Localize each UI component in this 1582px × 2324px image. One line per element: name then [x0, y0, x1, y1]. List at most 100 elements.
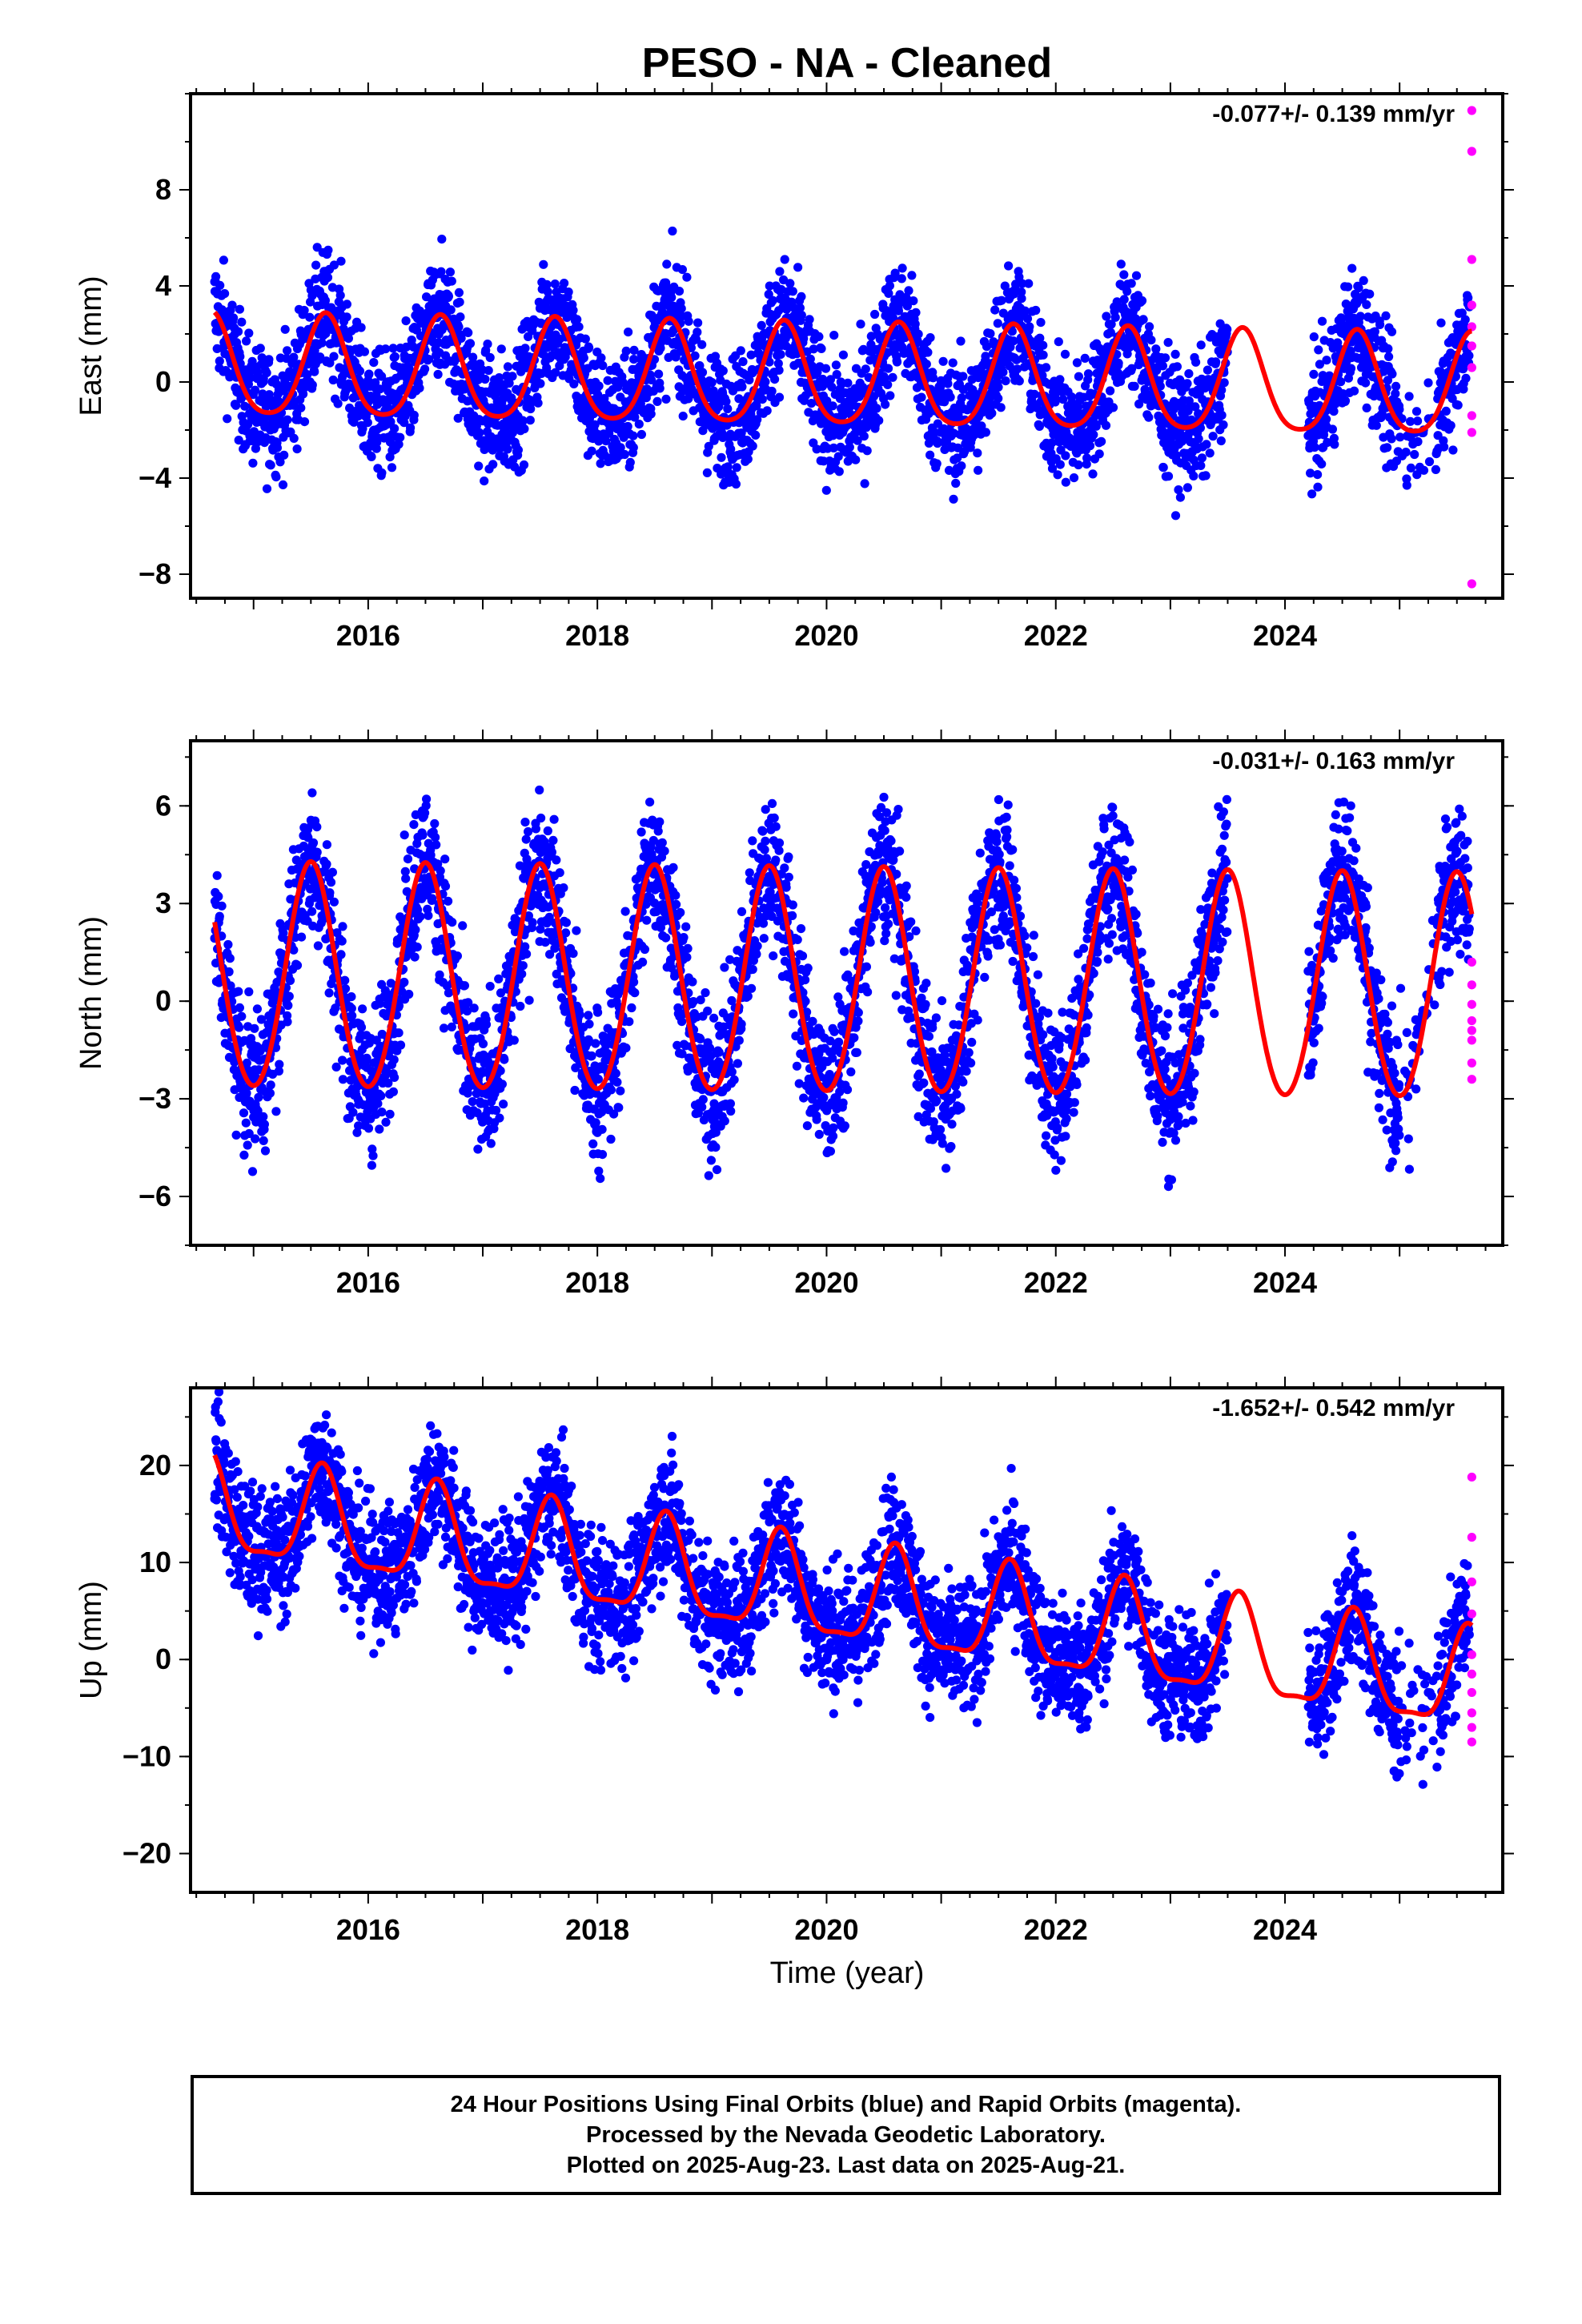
final-orbit-point: [1060, 349, 1070, 359]
final-orbit-point: [358, 1004, 367, 1014]
final-orbit-point: [1155, 381, 1165, 391]
final-orbit-point: [381, 1117, 391, 1127]
final-orbit-point: [1047, 464, 1058, 473]
final-orbit-point: [324, 988, 334, 998]
final-orbit-point: [420, 364, 430, 374]
final-orbit-point: [500, 1055, 509, 1064]
final-orbit-point: [1404, 392, 1414, 401]
final-orbit-point: [335, 291, 345, 300]
final-orbit-point: [1217, 410, 1227, 420]
final-orbit-point: [347, 1011, 357, 1020]
final-orbit-point: [473, 1144, 483, 1154]
final-orbit-point: [600, 394, 609, 404]
final-orbit-point: [909, 296, 918, 306]
final-orbit-point: [1097, 436, 1106, 446]
final-orbit-point: [389, 1055, 399, 1064]
final-orbit-point: [285, 975, 295, 985]
final-orbit-point: [1137, 296, 1147, 306]
final-orbit-point: [251, 444, 260, 453]
final-orbit-point: [235, 1003, 244, 1012]
x-tick-label: 2024: [1253, 619, 1317, 652]
final-orbit-point: [893, 306, 903, 316]
final-orbit-point: [544, 912, 554, 922]
final-orbit-point: [957, 393, 966, 403]
final-orbit-point: [1194, 434, 1203, 444]
final-orbit-point: [347, 992, 356, 1002]
final-orbit-point: [322, 934, 331, 943]
final-orbit-point: [1327, 424, 1337, 434]
final-orbit-point: [522, 949, 532, 959]
x-tick-label: 2020: [794, 619, 858, 652]
final-orbit-point: [1461, 373, 1471, 383]
final-orbit-point: [828, 401, 837, 411]
final-orbit-point: [1034, 421, 1044, 432]
final-orbit-point: [1069, 473, 1079, 483]
final-orbit-point: [987, 408, 997, 418]
final-orbit-point: [235, 304, 244, 314]
final-orbit-point: [1401, 448, 1411, 457]
final-orbit-point: [1309, 332, 1319, 342]
final-orbit-point: [485, 982, 495, 991]
final-orbit-point: [220, 289, 230, 299]
final-orbit-point: [454, 322, 464, 332]
final-orbit-point: [229, 313, 239, 323]
final-orbit-point: [242, 1088, 251, 1098]
final-orbit-point: [259, 1120, 269, 1129]
x-tick-label: 2018: [565, 619, 629, 652]
final-orbit-point: [347, 1003, 356, 1013]
final-orbit-point: [528, 918, 537, 927]
final-orbit-point: [1313, 470, 1323, 480]
final-orbit-point: [805, 315, 814, 324]
final-orbit-point: [292, 960, 303, 970]
final-orbit-point: [838, 350, 848, 360]
final-orbit-point: [367, 452, 376, 462]
final-orbit-point: [736, 346, 745, 356]
final-orbit-point: [1203, 365, 1212, 375]
final-orbit-point: [568, 949, 578, 959]
final-orbit-point: [474, 375, 484, 384]
final-orbit-point: [342, 312, 351, 322]
final-orbit-point: [237, 1011, 247, 1021]
final-orbit-point: [235, 359, 245, 368]
final-orbit-point: [1317, 459, 1327, 469]
final-orbit-point: [331, 1062, 341, 1072]
final-orbit-point: [780, 255, 789, 264]
final-orbit-point: [254, 1092, 263, 1102]
final-orbit-point: [326, 878, 336, 887]
final-orbit-point: [325, 358, 335, 368]
rapid-orbit-point: [1467, 411, 1476, 420]
final-orbit-point: [1307, 489, 1317, 499]
final-orbit-point: [1355, 312, 1365, 321]
final-orbit-point: [1391, 389, 1400, 399]
final-orbit-point: [322, 859, 331, 869]
final-orbit-point: [455, 297, 464, 307]
final-orbit-point: [1310, 442, 1319, 452]
final-orbit-point: [775, 267, 785, 276]
final-orbit-point: [231, 1130, 241, 1140]
final-orbit-point: [1061, 477, 1070, 487]
final-orbit-point: [1315, 360, 1324, 369]
final-orbit-point: [793, 263, 803, 272]
final-orbit-point: [484, 419, 493, 429]
final-orbit-point: [496, 1066, 505, 1076]
final-orbit-point: [890, 268, 900, 278]
final-orbit-point: [274, 1066, 283, 1076]
final-orbit-point: [1017, 294, 1026, 304]
final-orbit-point: [494, 373, 504, 383]
final-orbit-point: [574, 322, 584, 332]
final-orbit-point: [219, 255, 228, 265]
final-orbit-point: [634, 420, 644, 429]
final-orbit-point: [226, 981, 235, 991]
y-tick-label: 8: [155, 173, 171, 206]
final-orbit-point: [462, 1006, 472, 1016]
final-orbit-point: [387, 463, 397, 472]
final-orbit-point: [795, 303, 805, 312]
final-orbit-point: [829, 443, 838, 453]
final-orbit-point: [336, 950, 346, 959]
final-orbit-point: [375, 999, 385, 1008]
final-orbit-point: [1317, 316, 1327, 326]
final-orbit-point: [499, 1100, 508, 1109]
final-orbit-point: [518, 961, 528, 971]
final-orbit-point: [239, 1150, 249, 1160]
final-orbit-point: [371, 444, 381, 453]
